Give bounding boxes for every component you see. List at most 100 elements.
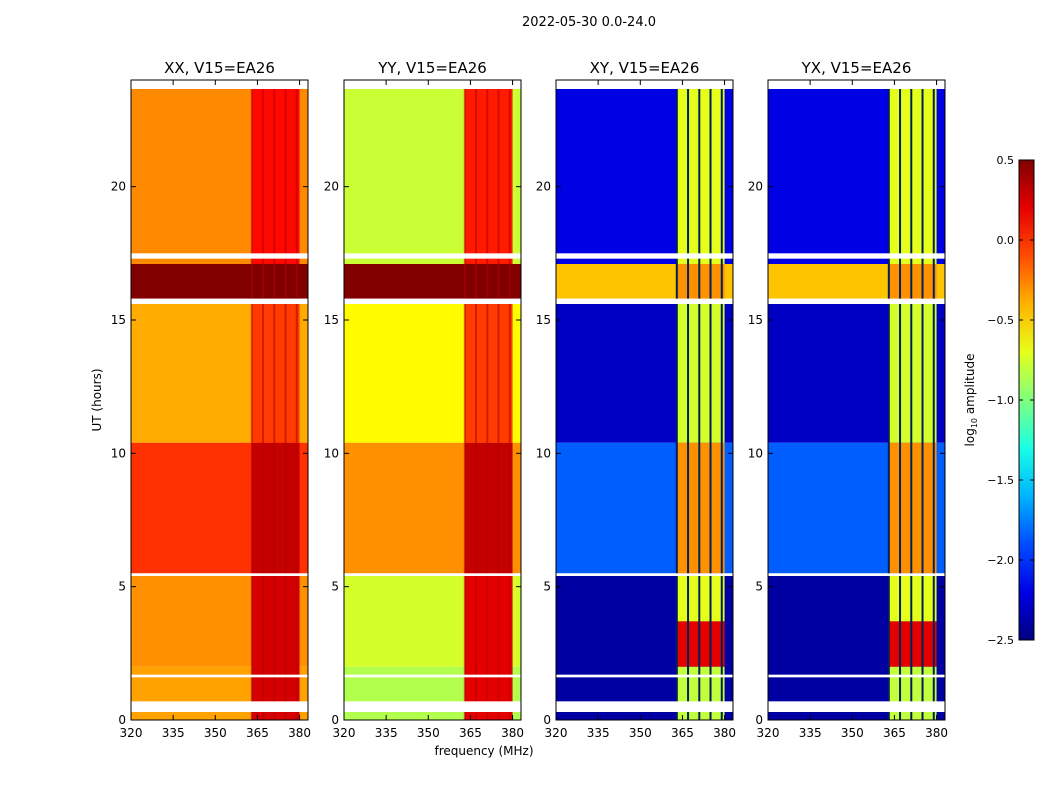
flagged-row [556, 573, 733, 576]
panel-2: YY, V15=EA26 320 335 350 365 380 0 5 10 15 20 [324, 59, 524, 740]
y-tick-label: 20 [324, 180, 339, 194]
flagged-row [768, 253, 945, 259]
panel-1: XX, V15=EA26 320 335 350 365 380 0 5 10 15 20 [111, 59, 311, 740]
x-tick-label: 320 [757, 726, 780, 740]
rfi-block [251, 264, 300, 299]
rfi-block [888, 264, 937, 299]
y-tick-label: 10 [536, 446, 551, 460]
rfi-block [251, 442, 300, 574]
rfi-block [676, 304, 725, 443]
colorbar-tick-label: −1.0 [987, 394, 1014, 407]
rfi-block [888, 304, 937, 443]
y-tick-label: 10 [748, 446, 763, 460]
y-tick-label: 0 [755, 713, 763, 727]
colorbar-tick-label: −2.5 [987, 634, 1014, 647]
flagged-row [344, 674, 521, 678]
colorbar-tick-label: −0.5 [987, 314, 1014, 327]
y-tick-label: 15 [748, 313, 763, 327]
x-tick-label: 335 [587, 726, 610, 740]
flagged-row [344, 573, 521, 576]
y-tick-label: 10 [324, 446, 339, 460]
y-axis-label: UT (hours) [90, 368, 104, 431]
y-tick-label: 15 [536, 313, 551, 327]
x-tick-label: 365 [671, 726, 694, 740]
x-tick-label: 350 [841, 726, 864, 740]
x-tick-label: 320 [333, 726, 356, 740]
rfi-block [676, 264, 725, 299]
no-data-strip [768, 80, 945, 89]
flagged-row [768, 298, 945, 304]
rfi-block [676, 621, 725, 667]
x-tick-label: 380 [288, 726, 311, 740]
colorbar-label: log10 amplitude [963, 354, 979, 447]
rfi-block [464, 442, 513, 574]
heatmap-cells [768, 80, 945, 720]
y-tick-label: 15 [111, 313, 126, 327]
panel-3: XY, V15=EA26 320 335 350 365 380 0 5 10 15 20 [536, 59, 736, 740]
rfi-block [888, 576, 937, 622]
no-data-strip [131, 80, 308, 89]
x-tick-label: 320 [120, 726, 143, 740]
flagged-row [131, 674, 308, 678]
y-tick-label: 20 [536, 180, 551, 194]
panel-title: YX, V15=EA26 [801, 59, 912, 77]
y-tick-label: 0 [543, 713, 551, 727]
y-tick-label: 5 [543, 580, 551, 594]
plot-frame [343, 79, 522, 721]
figure-title: 2022-05-30 0.0-24.0 [522, 15, 656, 30]
rfi-block [888, 442, 937, 574]
x-tick-label: 335 [162, 726, 185, 740]
flagged-row [556, 253, 733, 259]
flagged-row [131, 298, 308, 304]
x-tick-label: 335 [799, 726, 822, 740]
flagged-row [556, 701, 733, 712]
flagged-row [344, 701, 521, 712]
y-tick-label: 5 [755, 580, 763, 594]
y-tick-label: 5 [331, 580, 339, 594]
colorbar-tick-label: 0.5 [997, 154, 1015, 167]
x-axis-label: frequency (MHz) [434, 744, 533, 758]
plot-frame [130, 79, 309, 721]
y-tick-label: 20 [111, 180, 126, 194]
x-tick-label: 380 [501, 726, 524, 740]
panel-title: YY, V15=EA26 [377, 59, 487, 77]
no-data-strip [344, 80, 521, 89]
rfi-block [464, 576, 513, 720]
colorbar-tick-label: −2.0 [987, 554, 1014, 567]
flagged-row [131, 253, 308, 259]
plot-frame [555, 79, 734, 721]
flagged-row [768, 573, 945, 576]
x-tick-label: 350 [204, 726, 227, 740]
panel-title: XX, V15=EA26 [164, 59, 275, 77]
rfi-block [676, 442, 725, 574]
x-tick-label: 365 [883, 726, 906, 740]
heatmap-cells [344, 80, 521, 720]
y-tick-label: 15 [324, 313, 339, 327]
rfi-block [888, 621, 937, 667]
rfi-block [888, 80, 937, 264]
flagged-row [344, 298, 521, 304]
flagged-row [131, 701, 308, 712]
panels: XX, V15=EA26 320 335 350 365 380 0 5 10 15 20 YY, V… [90, 59, 948, 758]
rfi-block [676, 576, 725, 622]
x-tick-label: 350 [629, 726, 652, 740]
colorbar: −2.5 −2.0 −1.5 −1.0 −0.5 0.0 0.5 log10 amplitud… [963, 154, 1035, 647]
colorbar-tick-label: −1.5 [987, 474, 1014, 487]
x-tick-label: 335 [375, 726, 398, 740]
flagged-row [768, 674, 945, 678]
heatmap-cells [131, 80, 308, 720]
rfi-block [251, 304, 300, 443]
flagged-row [768, 701, 945, 712]
rfi-block [464, 80, 513, 264]
rfi-block [464, 264, 513, 299]
heatmap-cells [556, 80, 733, 720]
flagged-row [344, 253, 521, 259]
rfi-block [464, 304, 513, 443]
x-tick-label: 380 [713, 726, 736, 740]
flagged-row [556, 298, 733, 304]
y-tick-label: 20 [748, 180, 763, 194]
y-tick-label: 5 [118, 580, 126, 594]
rfi-block [251, 80, 300, 264]
rfi-block [676, 80, 725, 264]
x-tick-label: 320 [545, 726, 568, 740]
